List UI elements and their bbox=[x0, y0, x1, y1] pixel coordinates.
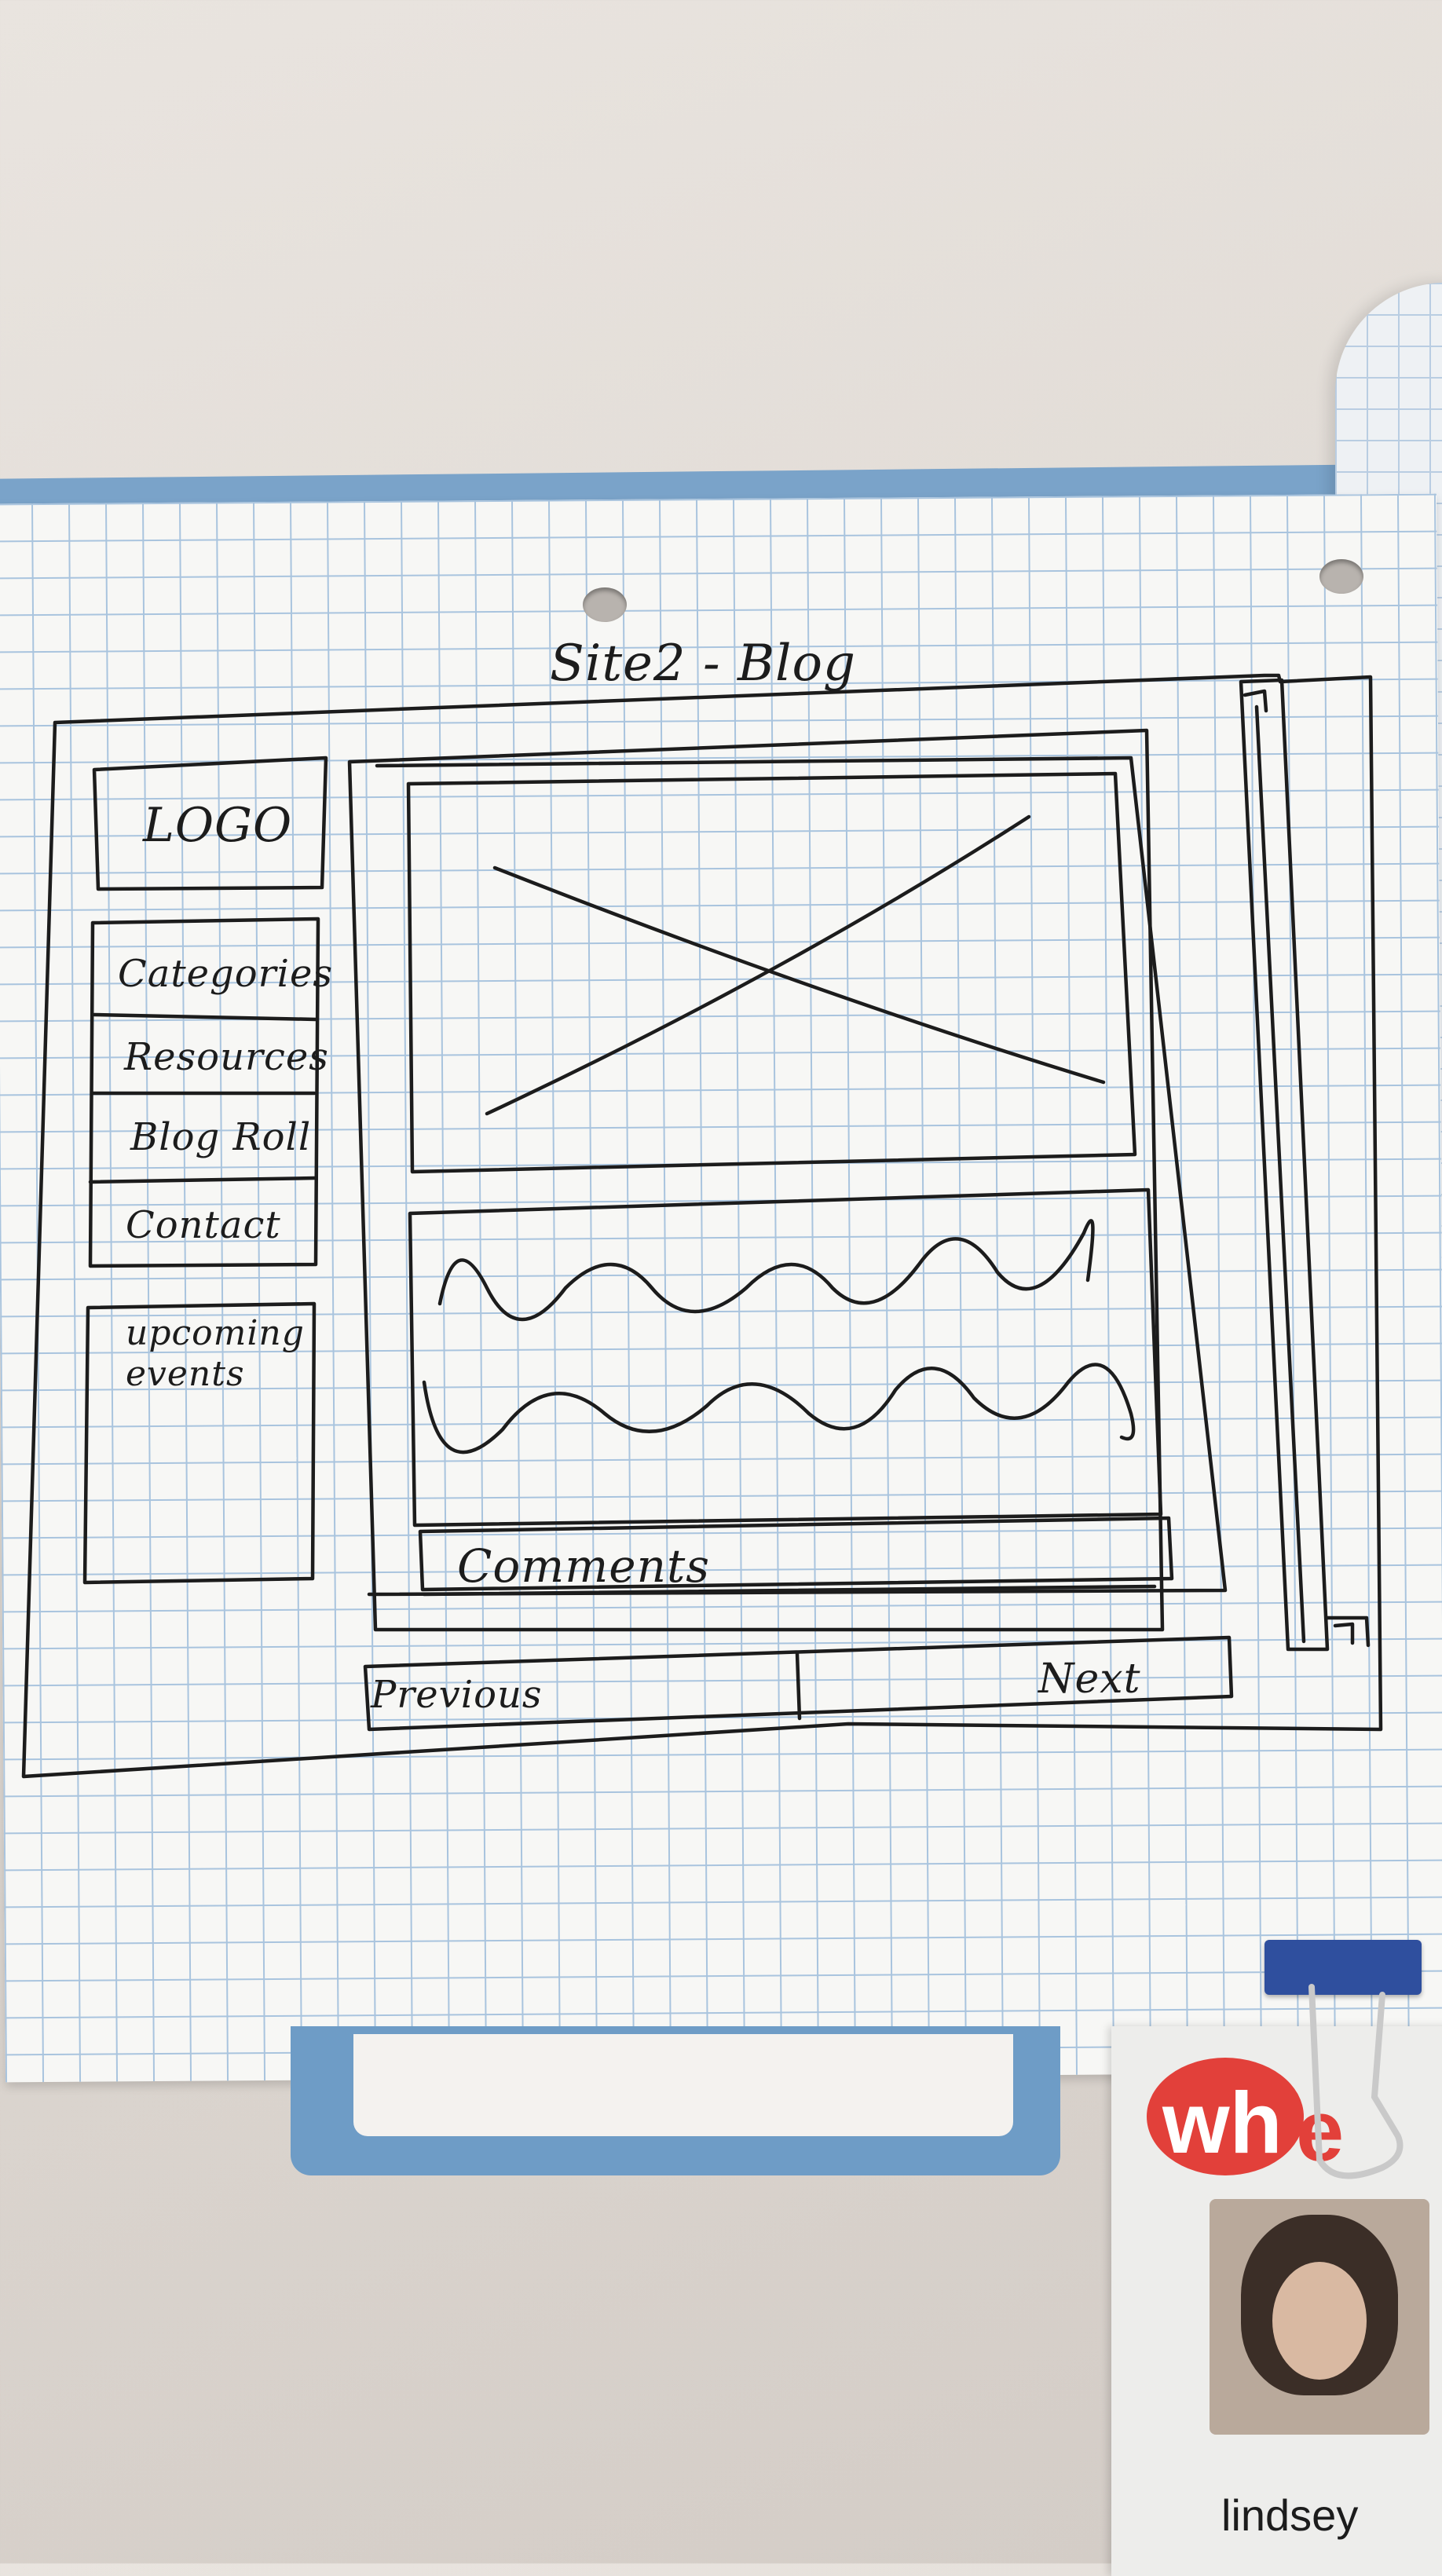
scroll-down-arrow-icon bbox=[1333, 1622, 1355, 1645]
logo-label[interactable]: LOGO bbox=[143, 798, 293, 853]
badge-logo-text: wh bbox=[1162, 2075, 1283, 2172]
image-placeholder-cross bbox=[485, 814, 1031, 1116]
punch-hole bbox=[583, 587, 627, 622]
scroll-up-arrow-icon bbox=[1243, 689, 1268, 713]
logo-box bbox=[92, 756, 328, 891]
content-inner-frame bbox=[367, 756, 1228, 1597]
badge-photo-face bbox=[1272, 2262, 1367, 2380]
nav-item-categories[interactable]: Categories bbox=[118, 952, 333, 996]
text-squiggle bbox=[437, 1219, 1095, 1322]
binder-tab-label bbox=[353, 2034, 1013, 2136]
binder-clip-wire bbox=[1308, 1984, 1404, 2179]
browser-frame bbox=[21, 673, 1383, 1779]
pagination-divider bbox=[795, 1652, 802, 1721]
nav-divider bbox=[92, 1012, 318, 1022]
nav-item-blog-roll[interactable]: Blog Roll bbox=[130, 1115, 312, 1159]
image-placeholder bbox=[406, 771, 1137, 1174]
binder-clip bbox=[1264, 1940, 1422, 1995]
image-placeholder-cross bbox=[492, 865, 1106, 1085]
badge-logo bbox=[1147, 2058, 1304, 2175]
post-text-area bbox=[408, 1187, 1163, 1528]
pagination-bar bbox=[363, 1635, 1234, 1732]
nav-box bbox=[88, 917, 320, 1268]
content-frame bbox=[347, 728, 1165, 1632]
page-title: Site2 - Blog bbox=[550, 635, 856, 693]
events-box bbox=[82, 1301, 317, 1585]
scrollbar bbox=[1239, 678, 1371, 1652]
next-button[interactable]: Next bbox=[1038, 1656, 1141, 1703]
previous-button[interactable]: Previous bbox=[371, 1673, 543, 1717]
nav-divider bbox=[88, 1176, 317, 1184]
punch-hole bbox=[1319, 559, 1363, 594]
upcoming-events-label: upcoming events bbox=[126, 1313, 305, 1394]
text-squiggle bbox=[422, 1363, 1136, 1454]
comments-bar bbox=[418, 1516, 1174, 1592]
nav-item-contact[interactable]: Contact bbox=[126, 1203, 281, 1247]
comments-bar-line bbox=[422, 1584, 1157, 1597]
comments-label[interactable]: Comments bbox=[457, 1539, 711, 1593]
badge-name: lindsey bbox=[1221, 2490, 1359, 2540]
nav-item-resources[interactable]: Resources bbox=[124, 1035, 329, 1079]
